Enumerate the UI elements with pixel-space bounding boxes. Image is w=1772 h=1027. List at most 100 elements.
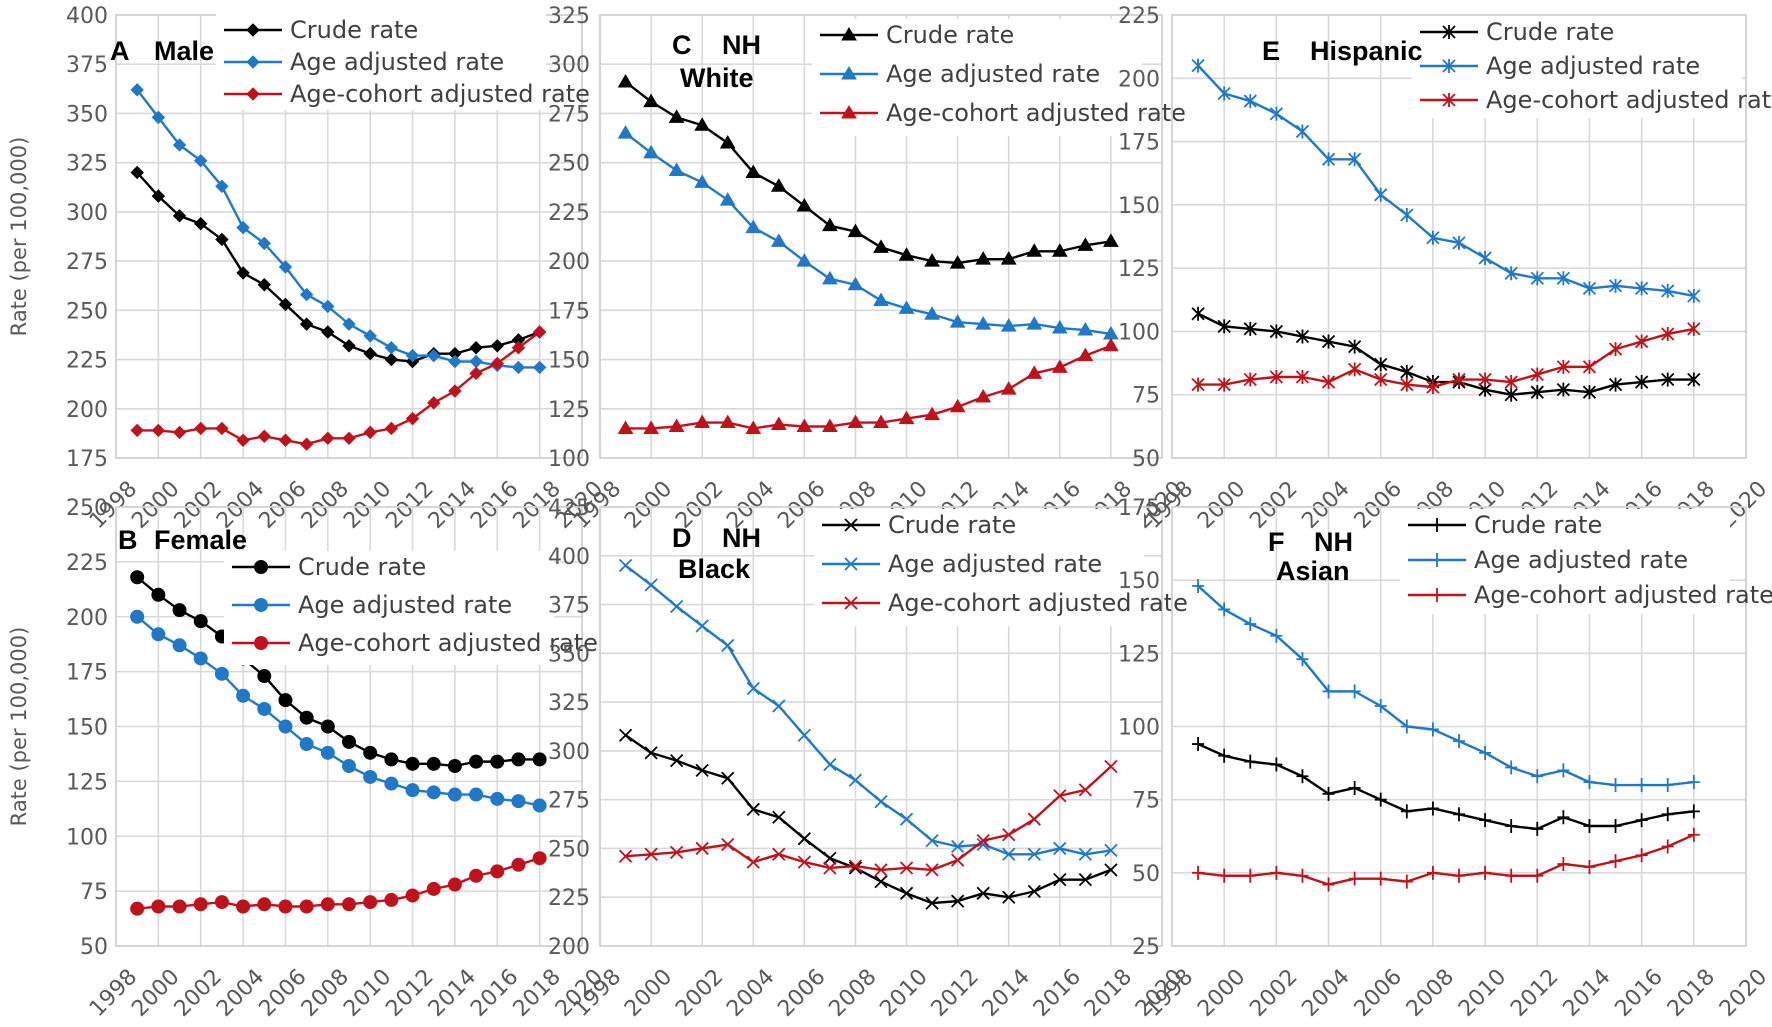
data-point	[1348, 780, 1361, 795]
data-point	[1000, 381, 1017, 395]
data-point	[924, 406, 940, 421]
series-age-cohort-adjusted-rate	[617, 337, 1119, 434]
data-point	[1218, 602, 1231, 617]
legend-label: Age-cohort adjusted rate	[1486, 86, 1772, 114]
data-point	[772, 699, 786, 713]
y-tick-label: 300	[548, 740, 590, 765]
y-tick-label: 150	[1118, 569, 1160, 594]
data-point	[1104, 863, 1118, 877]
y-tick-label: 400	[548, 545, 590, 570]
data-point	[130, 901, 145, 916]
legend: Crude rate Age adjusted rate Age-cohort ad…	[216, 14, 590, 110]
legend-label: Age adjusted rate	[888, 550, 1102, 578]
data-point	[1479, 745, 1492, 760]
x-tick-label: 2008	[1402, 965, 1459, 1022]
series-line	[624, 734, 1112, 905]
data-point	[1556, 382, 1570, 397]
legend-marker	[1431, 553, 1443, 567]
data-point	[1348, 339, 1362, 354]
x-tick-label: 2002	[1245, 477, 1302, 534]
legend-bg	[814, 548, 1144, 587]
data-point	[511, 341, 526, 355]
data-point	[925, 896, 939, 910]
data-point	[770, 233, 787, 247]
data-point	[924, 306, 940, 320]
data-point	[1051, 320, 1068, 334]
data-point	[342, 734, 356, 749]
data-point	[1661, 778, 1674, 793]
data-point	[617, 420, 634, 434]
data-point	[847, 223, 864, 238]
panel-title: Hispanic	[1310, 36, 1423, 66]
x-tick-label: 2014	[424, 965, 481, 1022]
data-point	[1295, 329, 1310, 344]
data-point	[1296, 769, 1309, 784]
data-point	[924, 253, 940, 267]
data-point	[532, 360, 547, 375]
panel-title-line-1: NH	[722, 30, 761, 60]
y-tick-label: 400	[66, 4, 108, 29]
legend: Crude rate Age adjusted rate Age-cohort ad…	[1412, 16, 1772, 118]
y-tick-label: 200	[66, 606, 108, 631]
data-point	[1321, 375, 1336, 390]
y-tick-label: 225	[66, 551, 108, 576]
data-point	[694, 174, 711, 188]
data-point	[949, 398, 966, 413]
data-point	[342, 759, 356, 774]
data-point	[342, 431, 356, 446]
data-point	[363, 329, 377, 343]
legend-bg	[814, 509, 1144, 548]
data-point	[257, 278, 271, 292]
data-point	[1217, 86, 1231, 101]
data-point	[299, 317, 314, 331]
data-point	[1687, 804, 1700, 819]
data-point	[1530, 367, 1544, 382]
legend-marker	[841, 66, 857, 80]
data-point	[130, 165, 144, 180]
data-point	[1243, 94, 1257, 109]
data-point	[848, 773, 863, 787]
data-point	[1556, 359, 1570, 374]
data-point	[899, 861, 914, 875]
series-line	[136, 89, 540, 369]
data-point	[1191, 306, 1205, 321]
series-crude-rate	[618, 728, 1118, 910]
legend-marker	[1442, 93, 1456, 107]
y-tick-label: 350	[548, 642, 590, 667]
legend-label: Age-cohort adjusted rate	[298, 629, 598, 657]
y-tick-label: 250	[548, 152, 590, 177]
data-point	[427, 396, 441, 410]
y-tick-label: 125	[548, 398, 590, 423]
data-point	[342, 339, 356, 353]
data-point	[1103, 337, 1119, 352]
x-tick-label: 2014	[424, 477, 481, 534]
data-point	[1687, 321, 1701, 336]
data-point	[745, 164, 762, 179]
y-tick-label: 150	[548, 349, 590, 374]
x-tick-label: 2012	[927, 965, 984, 1022]
data-point	[1192, 865, 1205, 880]
data-point	[1027, 812, 1041, 826]
data-point	[1557, 763, 1570, 778]
data-point	[898, 300, 915, 314]
legend-bg	[1400, 579, 1730, 614]
y-tick-label: 100	[548, 447, 590, 472]
data-point	[384, 776, 399, 791]
data-point	[848, 861, 863, 875]
data-point	[1374, 357, 1388, 372]
data-point	[1687, 775, 1700, 790]
panel-f: 2550751001251501751998200020022004200620…	[1118, 496, 1772, 1022]
data-point	[1002, 847, 1016, 861]
x-tick-label: 2002	[170, 965, 227, 1022]
data-point	[898, 410, 915, 425]
data-point	[975, 251, 992, 265]
data-point	[320, 897, 335, 912]
x-tick-label: 2004	[1298, 477, 1355, 534]
data-point	[797, 832, 812, 846]
data-point	[469, 341, 483, 355]
y-tick-label: 125	[66, 770, 108, 795]
legend-bg	[812, 19, 1142, 58]
data-point	[1244, 754, 1257, 769]
data-point	[1191, 377, 1205, 392]
